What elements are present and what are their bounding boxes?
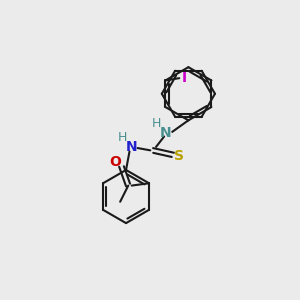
Text: H: H [152, 117, 161, 130]
Text: N: N [160, 126, 171, 140]
Text: N: N [126, 140, 138, 154]
Text: I: I [181, 71, 186, 85]
Text: O: O [110, 155, 122, 170]
Text: H: H [118, 131, 127, 144]
Text: S: S [174, 149, 184, 163]
